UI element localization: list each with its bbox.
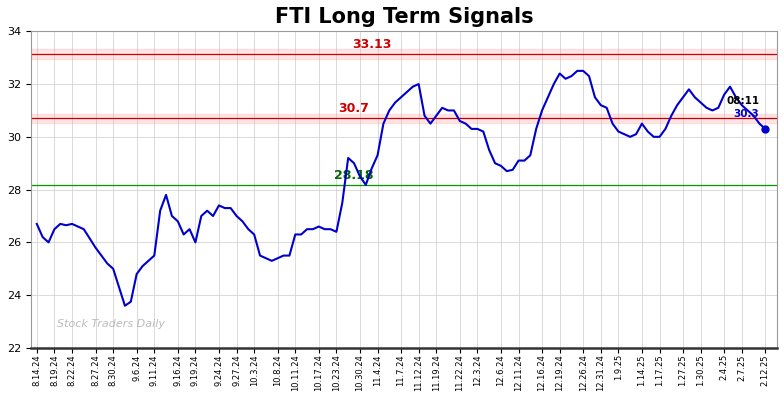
Title: FTI Long Term Signals: FTI Long Term Signals (274, 7, 533, 27)
Text: 28.18: 28.18 (334, 169, 374, 182)
Text: 08:11: 08:11 (726, 96, 760, 106)
Text: 30.7: 30.7 (339, 102, 369, 115)
Bar (31, 49, 777, 59)
Text: 33.13: 33.13 (352, 38, 391, 51)
Bar (31, 113, 777, 123)
Text: 30.3: 30.3 (734, 109, 760, 119)
Point (759, 126, 771, 132)
Text: Stock Traders Daily: Stock Traders Daily (57, 319, 165, 329)
